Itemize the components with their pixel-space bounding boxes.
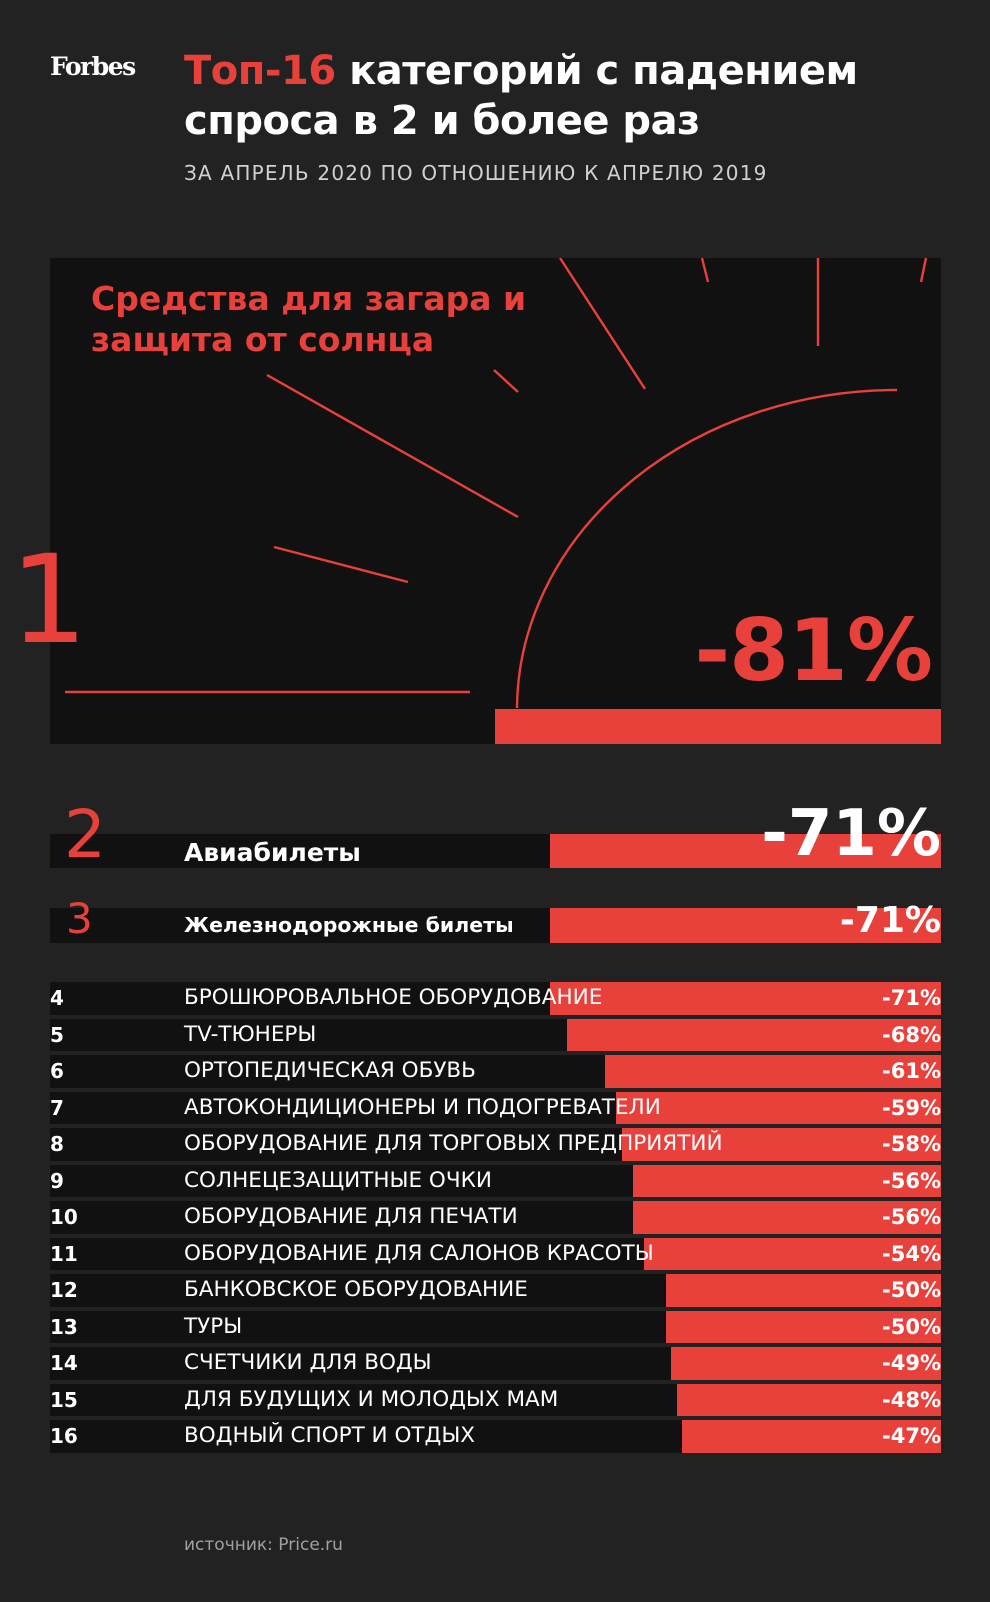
row-value: -50% <box>882 1278 941 1302</box>
row-value: -56% <box>882 1205 941 1229</box>
row-label: ОБОРУДОВАНИЕ ДЛЯ САЛОНОВ КРАСОТЫ <box>184 1240 654 1266</box>
row-label: ТУРЫ <box>184 1313 243 1339</box>
list-row: 4 БРОШЮРОВАЛЬНОЕ ОБОРУДОВАНИЕ -71% <box>50 980 941 1017</box>
row-value: -58% <box>882 1132 941 1156</box>
bar <box>633 1164 941 1197</box>
list-row: 9 СОЛНЕЦЕЗАЩИТНЫЕ ОЧКИ -56% <box>50 1163 941 1200</box>
bar <box>682 1420 941 1453</box>
list-row: 14 СЧЕТЧИКИ ДЛЯ ВОДЫ -49% <box>50 1345 941 1382</box>
sun-ray <box>493 369 519 393</box>
row-label: ОРТОПЕДИЧЕСКАЯ ОБУВЬ <box>184 1058 476 1083</box>
bar <box>633 1201 941 1234</box>
row-rank: 7 <box>50 1095 64 1120</box>
sun-arc <box>515 388 898 709</box>
row-rank: 10 <box>50 1205 78 1229</box>
list-row: 6 ОРТОПЕДИЧЕСКАЯ ОБУВЬ -61% <box>50 1053 941 1090</box>
sun-icon <box>65 258 928 709</box>
row-label: СЧЕТЧИКИ ДЛЯ ВОДЫ <box>184 1350 432 1375</box>
row-value: -61% <box>882 1059 941 1083</box>
row-rank: 15 <box>50 1387 78 1412</box>
row-label: ВОДНЫЙ СПОРТ И ОТДЫХ <box>184 1423 476 1448</box>
list-row: 10 ОБОРУДОВАНИЕ ДЛЯ ПЕЧАТИ -56% <box>50 1199 941 1236</box>
row-rank: 9 <box>50 1168 64 1193</box>
title-accent: Топ-16 <box>184 48 336 94</box>
row-label: Железнодорожные билеты <box>184 913 514 937</box>
row-label: ОБОРУДОВАНИЕ ДЛЯ ПЕЧАТИ <box>184 1204 518 1229</box>
row-value: -68% <box>882 1022 941 1047</box>
list-row: 8 ОБОРУДОВАНИЕ ДЛЯ ТОРГОВЫХ ПРЕДПРИЯТИЙ -5… <box>50 1126 941 1163</box>
bar <box>550 834 941 868</box>
top-row-2: 2 Авиабилеты -71% <box>50 796 941 873</box>
row-rank: 6 <box>50 1059 64 1083</box>
hero-panel: Средства для загара и защита от солнца <box>50 258 941 744</box>
row-value: -49% <box>882 1351 941 1375</box>
row-value: -71% <box>761 797 941 871</box>
sun-ray <box>700 258 710 283</box>
row-rank: 14 <box>50 1351 78 1375</box>
title-rest: категорий с падением спроса в 2 и более … <box>184 48 858 144</box>
hero-bar <box>495 709 941 744</box>
bar <box>567 1018 941 1051</box>
sun-ray <box>558 258 647 390</box>
bar <box>644 1237 941 1270</box>
list-row: 13 ТУРЫ -50% <box>50 1309 941 1346</box>
sun-ray <box>919 258 928 283</box>
row-value: -56% <box>882 1168 941 1193</box>
row-rank: 16 <box>50 1424 78 1448</box>
bar <box>550 908 941 943</box>
top-row-3: 3 Железнодорожные билеты -71% <box>50 895 941 943</box>
bar <box>666 1274 941 1307</box>
row-value: -71% <box>839 900 941 941</box>
row-label: БАНКОВСКОЕ ОБОРУДОВАНИЕ <box>184 1277 528 1302</box>
row-rank: 2 <box>64 796 106 873</box>
row-label: ДЛЯ БУДУЩИХ И МОЛОДЫХ МАМ <box>184 1386 559 1412</box>
bar <box>677 1383 941 1416</box>
row-label: АВТОКОНДИЦИОНЕРЫ И ПОДОГРЕВАТЕЛИ <box>184 1094 661 1120</box>
list-row: 11 ОБОРУДОВАНИЕ ДЛЯ САЛОНОВ КРАСОТЫ -54% <box>50 1236 941 1273</box>
list-row: 5 TV-ТЮНЕРЫ -68% <box>50 1017 941 1054</box>
row-value: -59% <box>882 1095 941 1120</box>
row-rank: 3 <box>66 894 93 943</box>
row-value: -54% <box>882 1241 941 1266</box>
page-title: Топ-16 категорий с падением спроса в 2 и… <box>184 46 964 146</box>
list-row: 7 АВТОКОНДИЦИОНЕРЫ И ПОДОГРЕВАТЕЛИ -59% <box>50 1090 941 1127</box>
hero-value: -81% <box>694 601 933 701</box>
bar <box>550 982 941 1015</box>
row-label: TV-ТЮНЕРЫ <box>184 1021 317 1047</box>
row-rank: 8 <box>50 1132 64 1156</box>
row-label: СОЛНЕЦЕЗАЩИТНЫЕ ОЧКИ <box>184 1167 492 1193</box>
row-label: ОБОРУДОВАНИЕ ДЛЯ ТОРГОВЫХ ПРЕДПРИЯТИЙ <box>184 1131 723 1156</box>
bar <box>666 1310 941 1343</box>
bar <box>622 1128 941 1161</box>
category-list: 4 БРОШЮРОВАЛЬНОЕ ОБОРУДОВАНИЕ -71% 5 TV-ТЮНЕ… <box>50 980 941 1455</box>
row-rank: 4 <box>50 986 64 1010</box>
bar <box>671 1347 941 1380</box>
row-value: -71% <box>882 986 941 1010</box>
list-row: 16 ВОДНЫЙ СПОРТ И ОТДЫХ -47% <box>50 1418 941 1455</box>
row-value: -50% <box>882 1314 941 1339</box>
sun-ray <box>266 373 519 519</box>
row-rank: 11 <box>50 1241 78 1266</box>
row-value: -48% <box>882 1387 941 1412</box>
row-rank: 12 <box>50 1278 78 1302</box>
row-rank: 5 <box>50 1022 64 1047</box>
bar <box>616 1091 941 1124</box>
hero-category-label: Средства для загара и защита от солнца <box>91 279 527 359</box>
hero-rank: 1 <box>10 529 88 671</box>
row-rank: 13 <box>50 1314 78 1339</box>
row-label: БРОШЮРОВАЛЬНОЕ ОБОРУДОВАНИЕ <box>184 985 603 1010</box>
forbes-logo: Forbes <box>50 52 136 81</box>
source-note: источник: Price.ru <box>184 1535 343 1555</box>
list-row: 15 ДЛЯ БУДУЩИХ И МОЛОДЫХ МАМ -48% <box>50 1382 941 1419</box>
list-row: 12 БАНКОВСКОЕ ОБОРУДОВАНИЕ -50% <box>50 1272 941 1309</box>
row-value: -47% <box>882 1424 941 1448</box>
row-label: Авиабилеты <box>184 838 361 867</box>
bar <box>605 1055 941 1088</box>
sun-ray <box>273 545 409 584</box>
page-subtitle: ЗА АПРЕЛЬ 2020 ПО ОТНОШЕНИЮ К АПРЕЛЮ 201… <box>184 161 768 185</box>
